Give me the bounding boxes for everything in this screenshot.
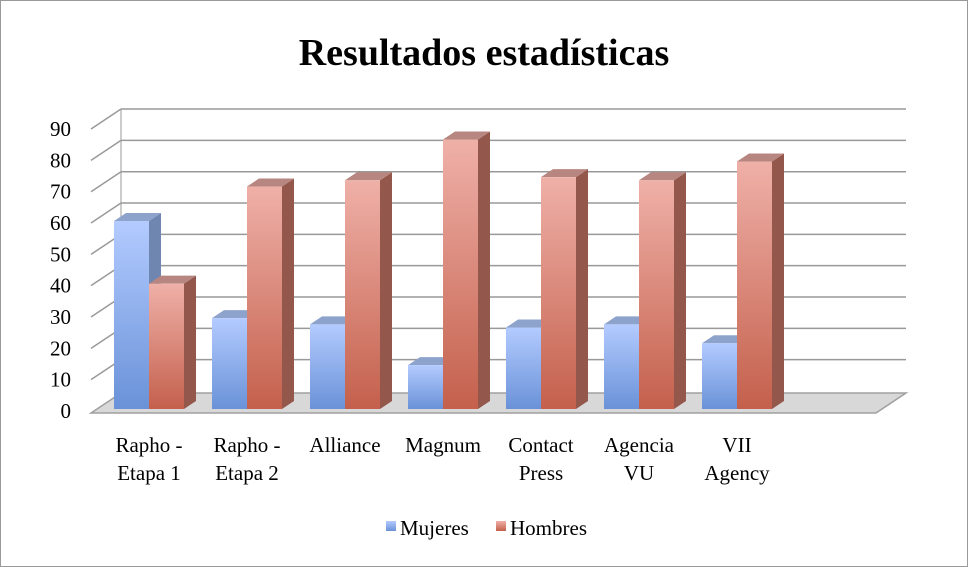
x-tick-label: Press (519, 461, 563, 485)
bar-front (149, 283, 184, 409)
bar-hombres (149, 275, 196, 409)
x-tick-label: Etapa 2 (215, 461, 279, 485)
bar-side (380, 172, 392, 409)
legend-label-mujeres: Mujeres (400, 516, 469, 540)
chart-title: Resultados estadísticas (299, 32, 670, 74)
bar-top (737, 153, 784, 162)
y-tick-label: 20 (50, 336, 71, 360)
bar-top (345, 172, 392, 181)
x-tick-label: VU (624, 461, 654, 485)
bar-front (541, 177, 576, 409)
legend-swatch-mujeres (386, 521, 396, 531)
bar-front (604, 324, 639, 409)
bar-front (114, 221, 149, 409)
x-tick-label: Agency (704, 461, 770, 485)
y-tick-label: 80 (50, 148, 71, 172)
y-tick-label: 60 (50, 211, 71, 235)
y-tick-label: 0 (61, 399, 72, 423)
gridline-side (90, 139, 122, 161)
bar-front (247, 186, 282, 409)
y-tick-label: 70 (50, 180, 71, 204)
x-tick-label: Alliance (309, 433, 380, 457)
bar-side (772, 153, 784, 409)
bar-front (310, 324, 345, 409)
bar-side (184, 275, 196, 409)
legend-swatch-hombres (496, 521, 506, 531)
bar-front (408, 365, 443, 409)
x-tick-label: VII (722, 433, 751, 457)
bar-front (345, 180, 380, 409)
bar-front (506, 327, 541, 409)
gridline-side (90, 171, 122, 193)
gridline-side (90, 202, 122, 224)
x-tick-label: Magnum (405, 433, 481, 457)
bar-top (247, 178, 294, 187)
x-tick-label: Agencia (604, 433, 675, 457)
bar-hombres (345, 172, 392, 409)
bar-hombres (247, 178, 294, 409)
gridline-side (90, 108, 122, 130)
bar-hombres (639, 172, 686, 409)
bar-front (212, 318, 247, 409)
bar-top (639, 172, 686, 181)
bar-hombres (737, 153, 784, 409)
bar-front (443, 139, 478, 409)
bar-top (114, 213, 161, 222)
bar-front (639, 180, 674, 409)
y-tick-label: 50 (50, 242, 71, 266)
y-tick-label: 90 (50, 117, 71, 141)
bar-side (282, 178, 294, 409)
bar-top (541, 169, 588, 178)
x-tick-label: Rapho - (213, 433, 280, 457)
bar-front (737, 161, 772, 409)
legend-label-hombres: Hombres (510, 516, 587, 540)
bar-top (149, 275, 196, 284)
bar-front (702, 343, 737, 409)
x-tick-label: Etapa 1 (117, 461, 181, 485)
y-tick-label: 30 (50, 305, 71, 329)
y-tick-label: 10 (50, 368, 71, 392)
bar-hombres (443, 131, 490, 409)
bar-side (478, 131, 490, 409)
x-tick-label: Contact (508, 433, 573, 457)
y-tick-label: 40 (50, 274, 71, 298)
bar-top (443, 131, 490, 140)
x-tick-label: Rapho - (115, 433, 182, 457)
bar-side (576, 169, 588, 409)
bar-hombres (541, 169, 588, 409)
bar-side (674, 172, 686, 409)
